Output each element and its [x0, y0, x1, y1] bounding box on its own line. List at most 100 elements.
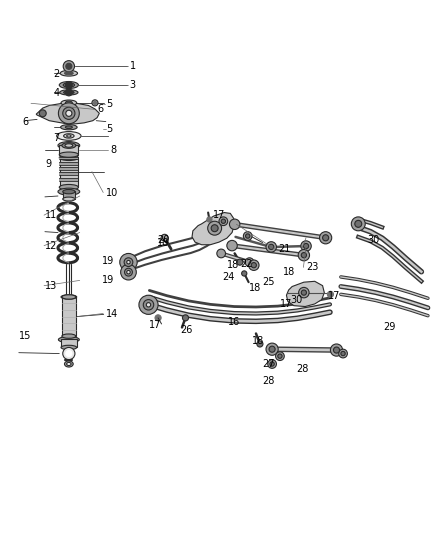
- Ellipse shape: [64, 91, 74, 94]
- Ellipse shape: [65, 101, 72, 104]
- Circle shape: [63, 107, 75, 119]
- Circle shape: [257, 341, 263, 347]
- Circle shape: [251, 263, 256, 268]
- Circle shape: [139, 295, 158, 314]
- Ellipse shape: [63, 83, 74, 87]
- Ellipse shape: [62, 143, 76, 148]
- Text: 27: 27: [262, 359, 275, 369]
- Circle shape: [208, 221, 222, 235]
- Circle shape: [320, 232, 332, 244]
- Circle shape: [301, 241, 311, 251]
- Text: 26: 26: [180, 325, 192, 335]
- Ellipse shape: [61, 345, 77, 350]
- Text: 6: 6: [97, 104, 103, 115]
- Circle shape: [66, 351, 72, 357]
- Circle shape: [146, 303, 151, 307]
- Text: 22: 22: [240, 260, 252, 269]
- Text: 18: 18: [249, 283, 261, 293]
- Circle shape: [351, 217, 365, 231]
- Ellipse shape: [62, 295, 76, 299]
- Polygon shape: [36, 102, 99, 124]
- Text: 10: 10: [106, 188, 118, 198]
- Text: 3: 3: [130, 80, 136, 91]
- Circle shape: [219, 217, 228, 225]
- Circle shape: [301, 290, 307, 295]
- Circle shape: [65, 89, 72, 96]
- Circle shape: [244, 232, 252, 240]
- Ellipse shape: [58, 142, 80, 149]
- Circle shape: [268, 360, 276, 368]
- Bar: [59, 157, 78, 159]
- Ellipse shape: [61, 295, 77, 299]
- Text: 17: 17: [212, 210, 225, 220]
- Circle shape: [341, 351, 345, 356]
- Text: 8: 8: [110, 145, 117, 155]
- Circle shape: [242, 271, 247, 276]
- Ellipse shape: [59, 155, 78, 160]
- Text: 2: 2: [53, 69, 60, 79]
- Ellipse shape: [63, 189, 75, 194]
- Ellipse shape: [60, 125, 77, 130]
- Bar: [59, 167, 78, 170]
- Circle shape: [120, 264, 136, 280]
- Text: 17: 17: [149, 320, 162, 330]
- Circle shape: [330, 344, 343, 356]
- Ellipse shape: [61, 100, 77, 106]
- Ellipse shape: [59, 184, 78, 190]
- Bar: [59, 145, 78, 155]
- Ellipse shape: [58, 188, 80, 195]
- Circle shape: [266, 343, 278, 356]
- Circle shape: [217, 249, 226, 258]
- Bar: [59, 173, 78, 175]
- Circle shape: [211, 225, 218, 232]
- Ellipse shape: [64, 72, 73, 75]
- Circle shape: [66, 110, 72, 116]
- Circle shape: [161, 235, 168, 241]
- Circle shape: [327, 292, 333, 297]
- Polygon shape: [192, 213, 234, 245]
- Text: 18: 18: [157, 238, 170, 248]
- Text: 17: 17: [328, 290, 340, 301]
- Text: 28: 28: [297, 364, 309, 374]
- Circle shape: [127, 270, 130, 274]
- Circle shape: [39, 110, 46, 117]
- Text: 18: 18: [252, 336, 264, 346]
- Circle shape: [270, 362, 274, 366]
- Circle shape: [355, 220, 362, 228]
- Text: 25: 25: [262, 277, 275, 287]
- Circle shape: [143, 300, 154, 310]
- Text: 15: 15: [19, 331, 31, 341]
- Text: 17: 17: [280, 299, 292, 309]
- Circle shape: [58, 103, 79, 124]
- Text: 21: 21: [278, 244, 290, 254]
- Circle shape: [268, 244, 274, 249]
- Circle shape: [322, 235, 328, 241]
- Text: 30: 30: [291, 295, 303, 304]
- Circle shape: [124, 258, 133, 266]
- Text: 19: 19: [102, 256, 114, 266]
- Circle shape: [227, 240, 237, 251]
- Text: 14: 14: [106, 309, 118, 319]
- Ellipse shape: [59, 152, 78, 157]
- Circle shape: [246, 234, 250, 238]
- Text: 18: 18: [227, 260, 239, 270]
- Circle shape: [183, 315, 188, 321]
- Ellipse shape: [65, 126, 72, 128]
- Text: 20: 20: [157, 236, 170, 245]
- Circle shape: [339, 349, 347, 358]
- Circle shape: [63, 348, 75, 360]
- Circle shape: [304, 244, 309, 249]
- Bar: [63, 191, 75, 199]
- Circle shape: [221, 219, 226, 223]
- Circle shape: [230, 219, 240, 230]
- Text: 13: 13: [45, 281, 57, 290]
- Circle shape: [245, 258, 254, 266]
- Circle shape: [276, 352, 284, 360]
- Text: 5: 5: [106, 124, 112, 134]
- Text: 30: 30: [367, 235, 379, 245]
- Ellipse shape: [60, 90, 78, 95]
- Circle shape: [278, 354, 282, 358]
- Circle shape: [237, 259, 243, 265]
- Circle shape: [207, 217, 212, 222]
- Text: 7: 7: [53, 133, 60, 143]
